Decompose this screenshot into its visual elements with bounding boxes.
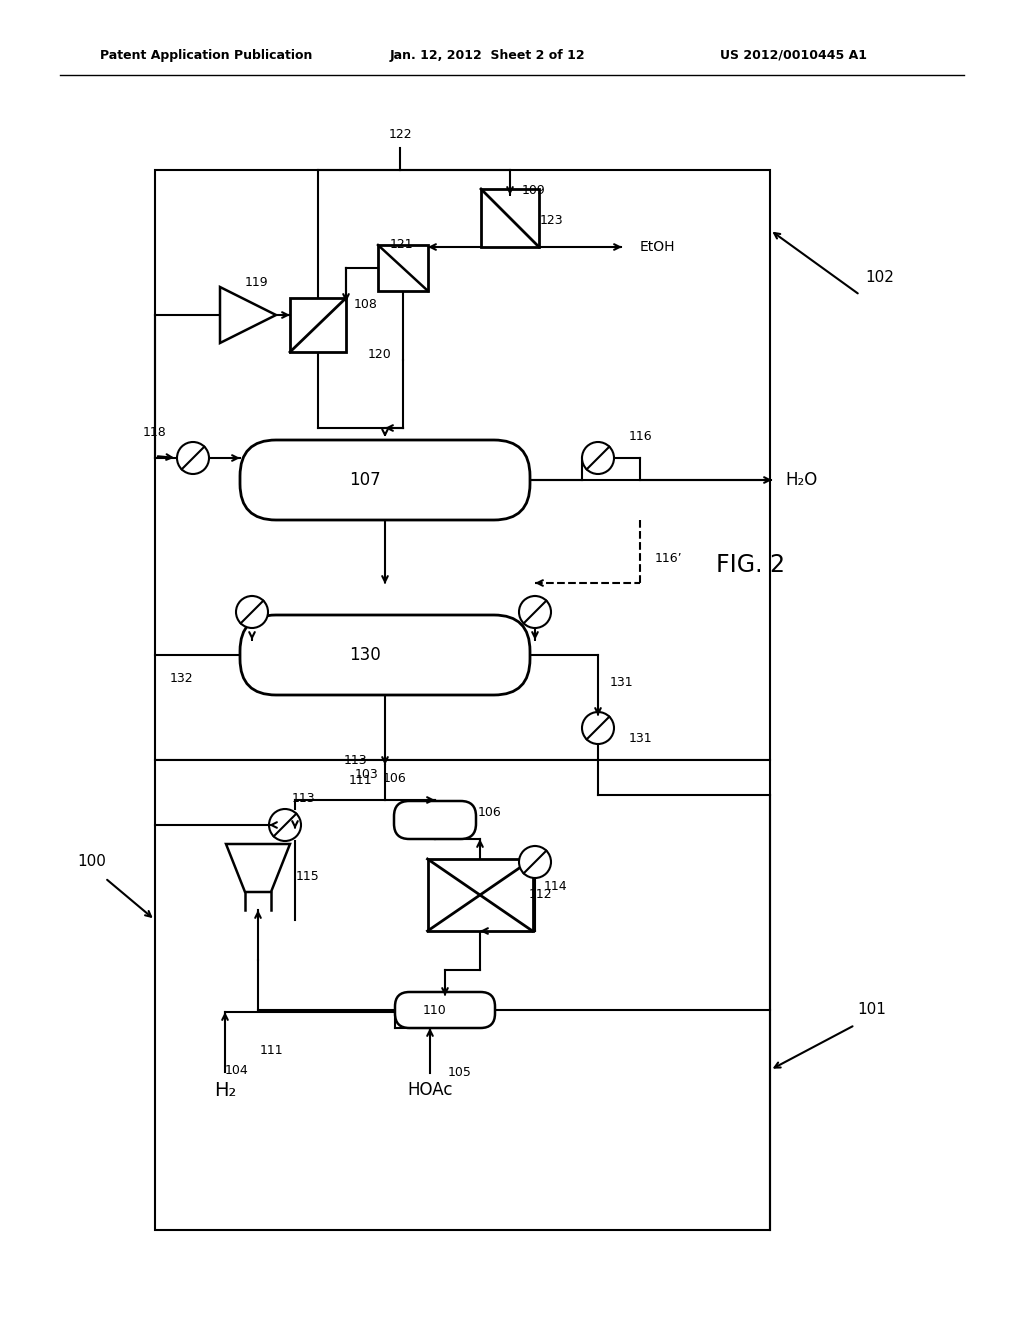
Circle shape — [582, 711, 614, 744]
FancyBboxPatch shape — [394, 801, 476, 840]
Text: Jan. 12, 2012  Sheet 2 of 12: Jan. 12, 2012 Sheet 2 of 12 — [390, 49, 586, 62]
Text: 103: 103 — [354, 768, 378, 781]
Text: 130: 130 — [349, 645, 381, 664]
Bar — [155, 170, 770, 760]
FancyBboxPatch shape — [240, 615, 530, 696]
Text: 101: 101 — [857, 1002, 887, 1018]
Text: 131: 131 — [610, 676, 634, 689]
Bar — [155, 760, 770, 1230]
Bar — [378, 246, 428, 290]
Polygon shape — [220, 286, 276, 343]
Text: 120: 120 — [368, 348, 392, 362]
Text: 104: 104 — [225, 1064, 249, 1077]
Text: 111: 111 — [260, 1044, 284, 1056]
Text: 100: 100 — [78, 854, 106, 870]
Bar — [290, 298, 346, 352]
Bar — [427, 859, 532, 931]
Text: 119: 119 — [244, 276, 268, 289]
Text: 114: 114 — [543, 880, 567, 894]
Text: 112: 112 — [528, 888, 552, 902]
Circle shape — [582, 442, 614, 474]
Text: 131: 131 — [628, 731, 652, 744]
Text: 116: 116 — [628, 429, 652, 442]
Text: 132: 132 — [170, 672, 194, 685]
Text: 107: 107 — [349, 471, 381, 488]
Text: 123: 123 — [540, 214, 563, 227]
Text: 116’: 116’ — [655, 552, 683, 565]
Text: US 2012/0010445 A1: US 2012/0010445 A1 — [720, 49, 867, 62]
Text: EtOH: EtOH — [640, 240, 676, 253]
Polygon shape — [226, 843, 290, 892]
Text: 102: 102 — [865, 271, 894, 285]
Text: 106: 106 — [383, 771, 407, 784]
Text: 111: 111 — [348, 774, 372, 787]
Text: 115: 115 — [296, 870, 319, 883]
Text: Patent Application Publication: Patent Application Publication — [100, 49, 312, 62]
Circle shape — [236, 597, 268, 628]
Text: 122: 122 — [388, 128, 412, 141]
Text: H₂: H₂ — [214, 1081, 237, 1100]
Text: FIG. 2: FIG. 2 — [716, 553, 784, 577]
Text: H₂O: H₂O — [785, 471, 817, 488]
FancyBboxPatch shape — [240, 440, 530, 520]
Text: 113: 113 — [291, 792, 314, 804]
Text: HOAc: HOAc — [408, 1081, 453, 1100]
Text: 113: 113 — [343, 754, 367, 767]
Text: 118: 118 — [143, 426, 167, 440]
Text: 108: 108 — [354, 298, 378, 312]
Text: 110: 110 — [423, 1003, 446, 1016]
FancyBboxPatch shape — [395, 993, 495, 1028]
Circle shape — [519, 597, 551, 628]
Text: 105: 105 — [449, 1065, 472, 1078]
Circle shape — [519, 846, 551, 878]
Bar — [481, 189, 539, 247]
Text: 106: 106 — [478, 805, 502, 818]
Circle shape — [177, 442, 209, 474]
Text: 109: 109 — [522, 183, 546, 197]
Text: 121: 121 — [389, 239, 413, 252]
Circle shape — [269, 809, 301, 841]
